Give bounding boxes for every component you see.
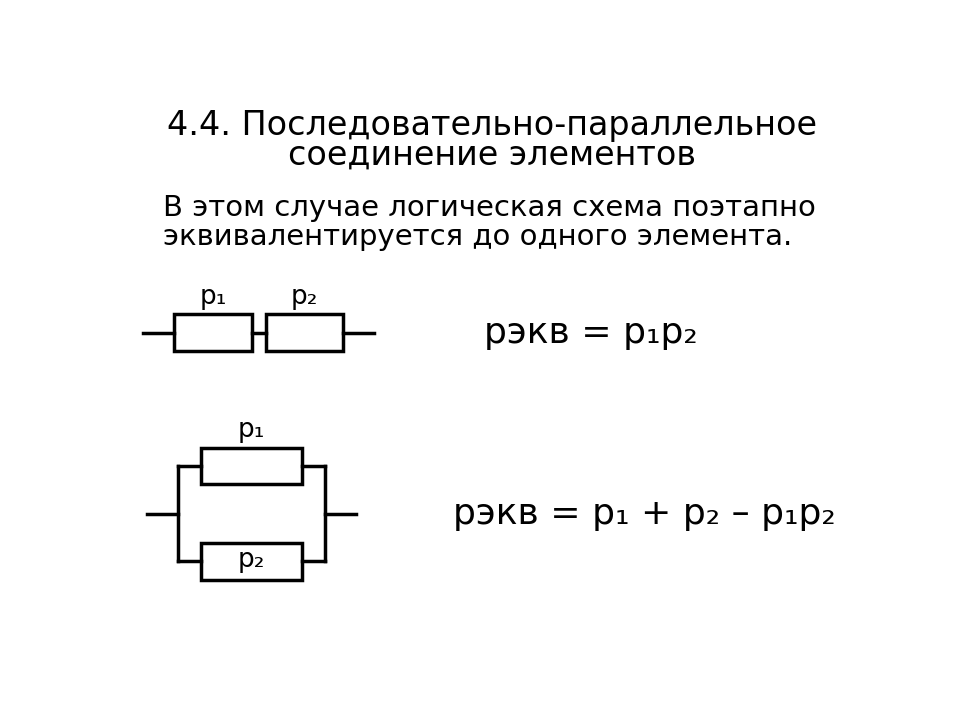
Text: p₁: p₁ (238, 417, 265, 443)
Bar (202, 448, 302, 485)
Bar (175, 315, 252, 351)
Bar (202, 543, 302, 580)
Text: 4.4. Последовательно-параллельное: 4.4. Последовательно-параллельное (167, 109, 817, 143)
Text: эквивалентируется до одного элемента.: эквивалентируется до одного элемента. (162, 223, 792, 251)
Text: соединение элементов: соединение элементов (288, 139, 696, 172)
Text: pэкв = p₁ + p₂ – p₁p₂: pэкв = p₁ + p₂ – p₁p₂ (453, 497, 836, 531)
Text: pэкв = p₁p₂: pэкв = p₁p₂ (484, 316, 698, 350)
Text: p₂: p₂ (238, 547, 265, 573)
Bar (266, 315, 344, 351)
Text: p₂: p₂ (291, 284, 318, 310)
Text: В этом случае логическая схема поэтапно: В этом случае логическая схема поэтапно (162, 194, 815, 222)
Text: p₁: p₁ (200, 284, 227, 310)
